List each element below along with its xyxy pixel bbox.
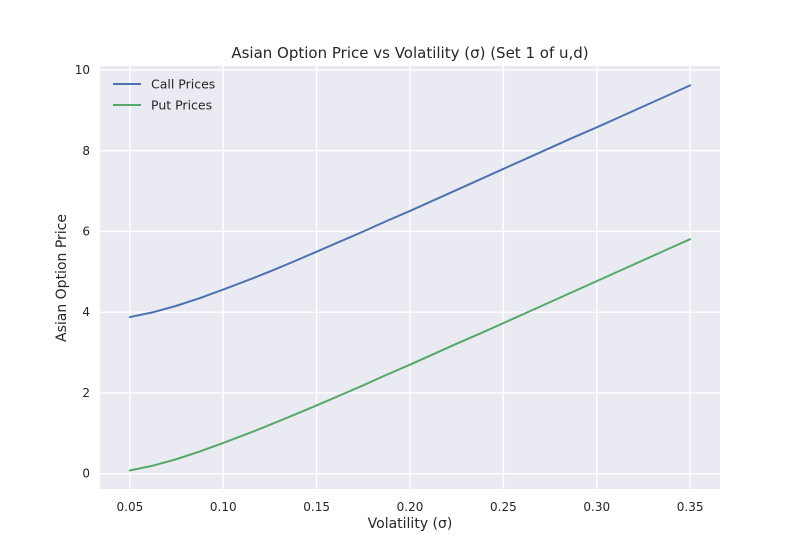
x-tick-label: 0.25	[490, 500, 517, 514]
x-axis-label: Volatility (σ)	[368, 516, 453, 532]
legend: Call Prices Put Prices	[113, 77, 215, 113]
x-tick-label: 0.10	[210, 500, 237, 514]
y-tick-label: 0	[82, 467, 90, 481]
legend-label-put-prices: Put Prices	[151, 98, 212, 113]
x-tick-label: 0.20	[397, 500, 424, 514]
y-tick-label: 10	[75, 63, 90, 77]
y-tick-label: 2	[82, 386, 90, 400]
grid	[100, 66, 720, 489]
series-lines	[128, 84, 692, 472]
x-tick-label: 0.35	[677, 500, 704, 514]
y-tick-label: 8	[82, 144, 90, 158]
legend-label-call-prices: Call Prices	[151, 77, 215, 92]
x-tick-label: 0.30	[583, 500, 610, 514]
call-prices-line	[128, 84, 692, 319]
put-prices-line	[128, 238, 692, 472]
x-tick-labels: 0.05 0.10 0.15 0.20 0.25 0.30 0.35	[117, 500, 704, 514]
y-tick-labels: 0 2 4 6 8 10	[75, 63, 90, 481]
y-tick-label: 4	[82, 305, 90, 319]
x-tick-label: 0.15	[303, 500, 330, 514]
y-tick-label: 6	[82, 224, 90, 238]
x-tick-label: 0.05	[117, 500, 144, 514]
chart-title: Asian Option Price vs Volatility (σ) (Se…	[231, 44, 588, 62]
y-axis-label: Asian Option Price	[54, 214, 70, 342]
